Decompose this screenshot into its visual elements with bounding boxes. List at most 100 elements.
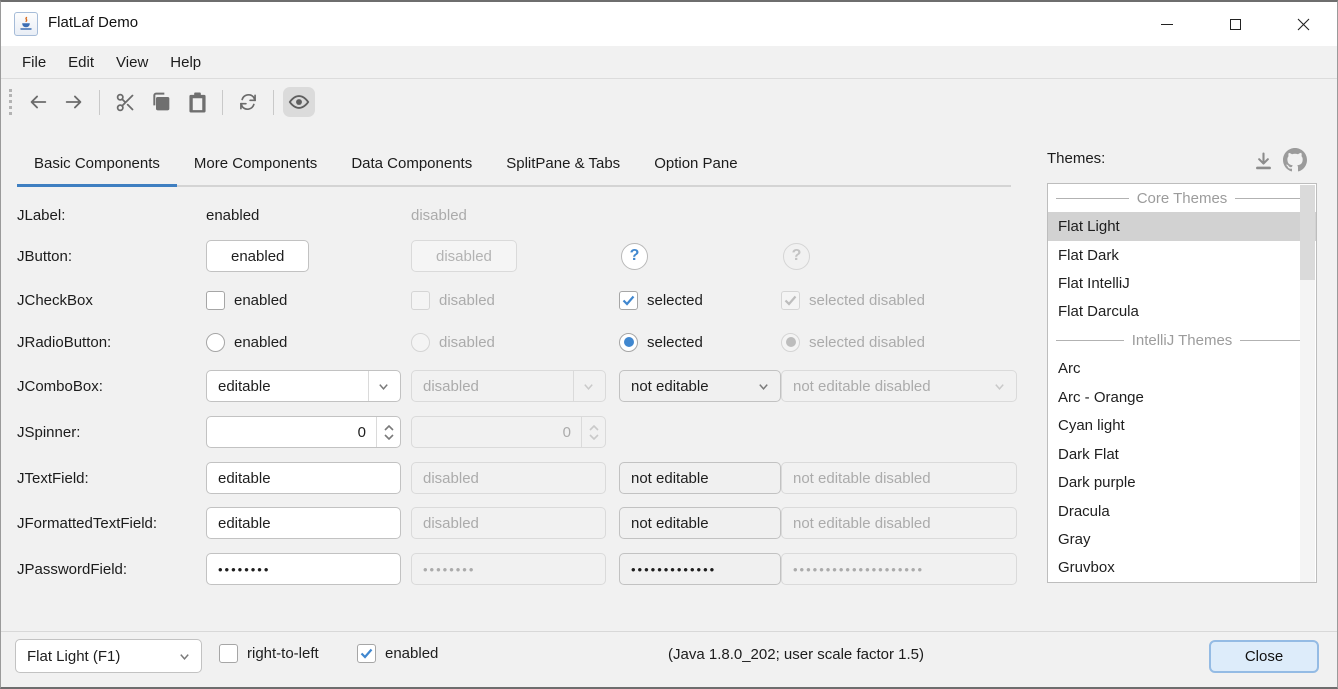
theme-item-flat-intellij[interactable]: Flat IntelliJ [1058, 275, 1130, 293]
jradiobutton-row-label: JRadioButton: [17, 333, 112, 351]
jbutton-row-label: JButton: [17, 247, 73, 265]
tab-more-components[interactable]: More Components [193, 155, 318, 172]
themes-list: Core Themes Flat Light Flat Dark Flat Intel… [1047, 183, 1317, 583]
combobox-not-editable[interactable]: not editable [619, 370, 781, 402]
jtextfield-row-label: JTextField: [17, 469, 89, 487]
toolbar-separator [99, 89, 100, 115]
checkbox-selected-disabled [781, 290, 800, 310]
textfield-not-editable-disabled: not editable disabled [781, 462, 1017, 494]
spinner-disabled: 0 [411, 416, 606, 448]
radio-disabled [411, 332, 430, 352]
close-button[interactable]: Close [1209, 640, 1319, 673]
help-button-disabled: ? [783, 242, 810, 270]
cut-button[interactable] [109, 87, 141, 117]
spinner-buttons [581, 417, 605, 447]
radio-selected[interactable] [619, 332, 638, 352]
chevron-down-icon [993, 380, 1006, 393]
formatted-textfield-editable[interactable]: editable [206, 507, 401, 539]
jpasswordfield-row: JPasswordField: •••••••• •••••••• ••••••… [17, 553, 1017, 585]
close-window-button[interactable] [1269, 2, 1337, 46]
checkbox-selected[interactable] [619, 290, 638, 310]
maximize-button[interactable] [1201, 2, 1269, 46]
radio-selected-disabled-label: selected disabled [809, 333, 925, 351]
spinner-enabled[interactable]: 0 [206, 416, 401, 448]
theme-item-flat-darcula[interactable]: Flat Darcula [1058, 303, 1139, 321]
jspinner-row-label: JSpinner: [17, 423, 81, 441]
menu-help[interactable]: Help [170, 53, 202, 71]
themes-scrollbar[interactable] [1300, 185, 1315, 582]
help-button[interactable]: ? [621, 242, 648, 270]
scrollbar-thumb[interactable] [1300, 185, 1315, 280]
back-button[interactable] [22, 87, 54, 117]
password-value: •••••••• [423, 561, 476, 577]
theme-item-arc-orange[interactable]: Arc - Orange [1058, 388, 1144, 406]
spinner-down-icon [383, 433, 394, 440]
show-eye-toggle-button[interactable] [283, 87, 315, 117]
forward-arrow-icon [65, 95, 82, 109]
paste-button[interactable] [181, 87, 213, 117]
menubar: File Edit View Help [1, 46, 1337, 79]
eye-icon [288, 95, 310, 109]
cut-icon [116, 93, 133, 111]
theme-item-dark-purple[interactable]: Dark purple [1058, 474, 1136, 492]
lookandfeel-combobox[interactable]: Flat Light (F1) [15, 639, 202, 673]
toolbar-grip-handle[interactable] [9, 89, 12, 115]
textfield-disabled: disabled [411, 462, 606, 494]
theme-item-gray[interactable]: Gray [1058, 530, 1091, 548]
jbutton-row: JButton: enabled disabled ? ? [17, 240, 1017, 272]
spinner-value: 0 [357, 423, 366, 441]
tab-basic-components[interactable]: Basic Components [17, 142, 177, 187]
minimize-button[interactable] [1133, 2, 1201, 46]
refresh-button[interactable] [232, 87, 264, 117]
theme-item-flat-dark[interactable]: Flat Dark [1058, 246, 1119, 264]
password-field-editable[interactable]: •••••••• [206, 553, 401, 585]
combobox-not-editable-disabled: not editable disabled [781, 370, 1017, 402]
menu-edit[interactable]: Edit [68, 53, 95, 71]
jbutton-enabled[interactable]: enabled [206, 240, 310, 272]
lookandfeel-combobox-value: Flat Light (F1) [27, 647, 121, 665]
right-to-left-checkbox[interactable] [219, 644, 238, 663]
jbutton-disabled: disabled [411, 240, 517, 272]
theme-group-separator-intellij-themes: IntelliJ Themes [1048, 326, 1316, 354]
minimize-icon [1161, 23, 1173, 25]
jcheckbox-row: JCheckBox enabled disabled selected sele… [17, 283, 1017, 317]
combobox-editable[interactable]: editable [206, 370, 401, 402]
theme-item-cyan-light[interactable]: Cyan light [1058, 417, 1125, 435]
theme-item-dark-flat[interactable]: Dark Flat [1058, 445, 1119, 463]
paste-icon [188, 92, 206, 112]
toolbar-separator [273, 89, 274, 115]
tab-option-pane[interactable]: Option Pane [654, 155, 738, 172]
theme-item-dracula[interactable]: Dracula [1058, 502, 1110, 520]
java-coffee-cup-icon [14, 12, 38, 36]
checkbox-selected-label: selected [647, 291, 703, 309]
chevron-down-icon [757, 380, 770, 393]
download-icon[interactable] [1253, 150, 1274, 171]
theme-item-arc[interactable]: Arc [1058, 360, 1081, 378]
copy-button[interactable] [145, 87, 177, 117]
themes-label: Themes: [1047, 150, 1106, 167]
password-value: ••••••••••••• [631, 561, 717, 577]
menu-file[interactable]: File [22, 53, 47, 71]
enabled-checkbox[interactable] [357, 644, 376, 663]
tab-splitpane-tabs[interactable]: SplitPane & Tabs [506, 155, 621, 172]
close-icon [1297, 18, 1309, 30]
forward-button[interactable] [58, 87, 90, 117]
maximize-icon [1229, 18, 1241, 30]
formatted-textfield-disabled: disabled [411, 507, 606, 539]
jcombobox-row-label: JComboBox: [17, 377, 103, 395]
theme-item-gruvbox[interactable]: Gruvbox [1058, 559, 1115, 577]
spinner-buttons[interactable] [376, 417, 400, 447]
theme-group-separator-core-themes: Core Themes [1048, 184, 1316, 212]
menu-view[interactable]: View [116, 53, 149, 71]
password-field-disabled: •••••••• [411, 553, 606, 585]
textfield-editable[interactable]: editable [206, 462, 401, 494]
github-icon[interactable] [1283, 148, 1307, 172]
combobox-not-editable-value: not editable [631, 377, 709, 395]
combobox-not-editable-disabled-value: not editable disabled [793, 377, 931, 395]
theme-item-flat-light[interactable]: Flat Light [1048, 212, 1316, 241]
back-arrow-icon [30, 95, 47, 109]
radio-enabled[interactable] [206, 332, 225, 352]
tab-data-components[interactable]: Data Components [351, 155, 473, 172]
formatted-textfield-not-editable-disabled-value: not editable disabled [793, 514, 931, 532]
checkbox-enabled[interactable] [206, 290, 225, 310]
